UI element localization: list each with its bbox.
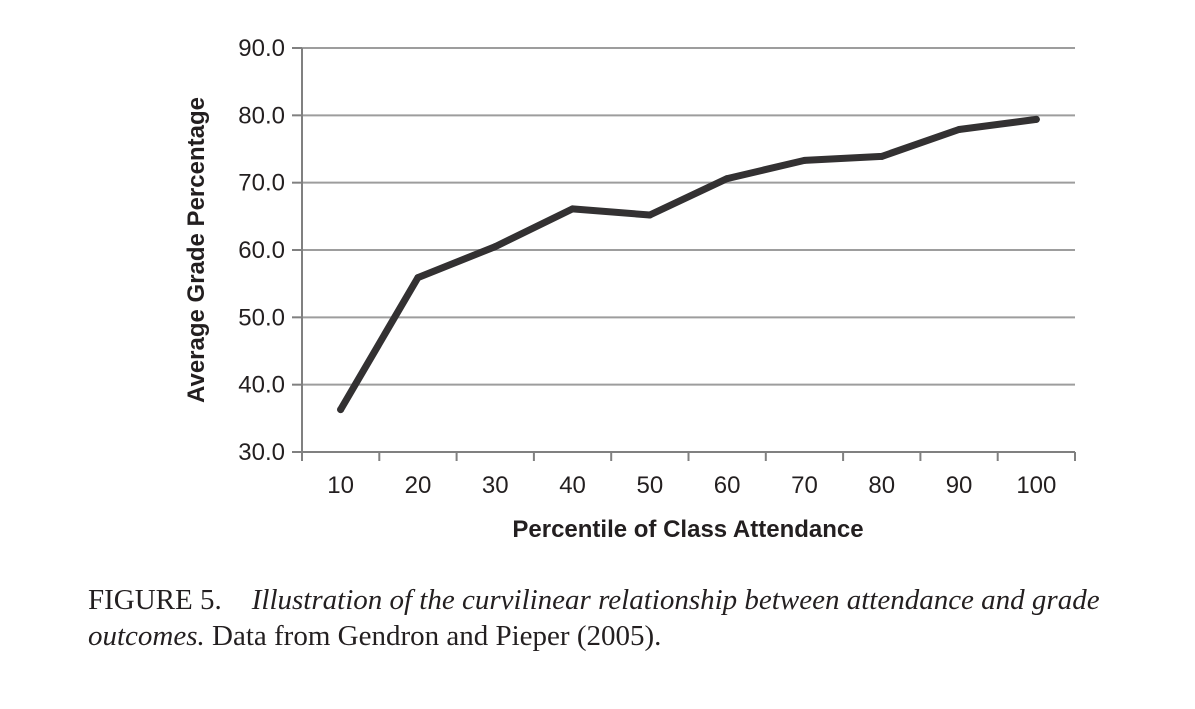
data-point	[569, 205, 577, 213]
y-tick-label: 60.0	[238, 237, 285, 264]
x-axis-title: Percentile of Class Attendance	[512, 516, 863, 543]
x-tick-label: 70	[791, 472, 818, 499]
axes	[292, 47, 1076, 461]
x-tick-label: 10	[327, 472, 354, 499]
y-tick-label: 50.0	[238, 304, 285, 331]
y-tick-label: 80.0	[238, 102, 285, 129]
data-point	[955, 125, 963, 133]
figure-title: Illustration of the curvilinear relation…	[88, 584, 1100, 652]
data-point	[800, 156, 808, 164]
x-tick-label: 100	[1016, 472, 1056, 499]
figure-source: Data from Gendron and Pieper (2005).	[212, 620, 662, 652]
figure-label: FIGURE 5.	[88, 584, 222, 616]
x-tick-label: 30	[482, 472, 509, 499]
gridlines	[302, 47, 1075, 386]
data-point	[878, 152, 886, 160]
y-tick-label: 90.0	[238, 35, 285, 62]
series-line-0	[337, 115, 1040, 414]
data-point	[337, 406, 345, 414]
x-tick-label: 40	[559, 472, 586, 499]
data-point	[1032, 115, 1040, 123]
data-point	[646, 211, 654, 219]
x-tick-label: 90	[946, 472, 973, 499]
x-tick-label: 80	[868, 472, 895, 499]
figure-caption: FIGURE 5. Illustration of the curvilinear…	[88, 582, 1178, 654]
data-point	[491, 243, 499, 251]
data-series	[337, 115, 1040, 414]
y-axis-title: Average Grade Percentage	[183, 97, 210, 403]
data-point	[414, 274, 422, 282]
x-tick-label: 20	[405, 472, 432, 499]
line-chart: 30.0 40.0 50.0 60.0 70.0 80.0 90.0 10 20 30 40 50 60…	[183, 35, 1076, 543]
tick-labels: 30.0 40.0 50.0 60.0 70.0 80.0 90.0 10 20 30 40 50 60…	[238, 35, 1056, 499]
y-tick-label: 30.0	[238, 439, 285, 466]
y-tick-label: 40.0	[238, 372, 285, 399]
data-point	[723, 175, 731, 183]
x-tick-label: 50	[636, 472, 663, 499]
x-tick-label: 60	[714, 472, 741, 499]
y-tick-label: 70.0	[238, 170, 285, 197]
